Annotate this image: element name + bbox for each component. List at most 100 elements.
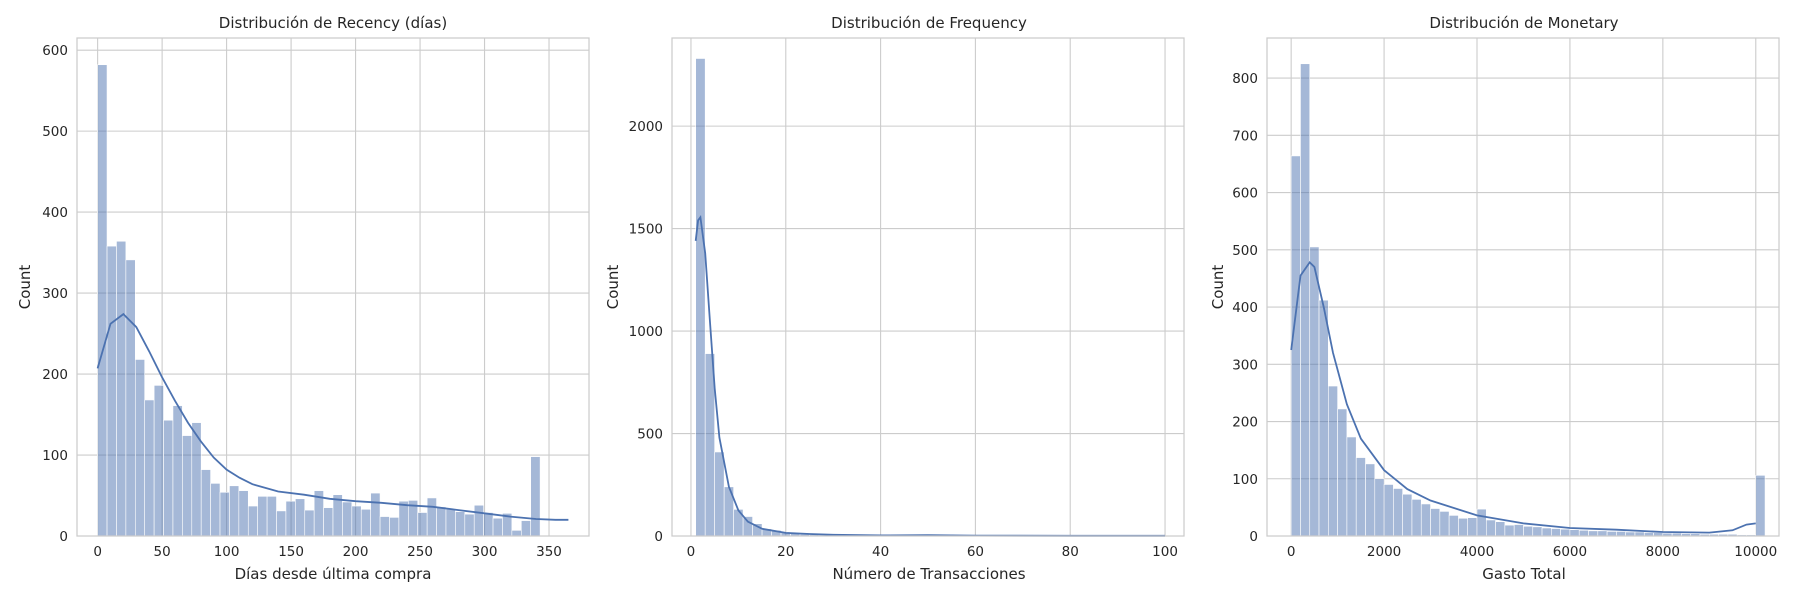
y-tick-label: 1000 [629,324,663,340]
histogram-bar [1551,528,1561,537]
x-tick-label: 50 [154,544,171,560]
y-tick-label: 1500 [629,222,663,238]
chart-title: Distribución de Monetary [1429,14,1618,32]
y-tick-label: 300 [42,286,68,302]
y-tick-label: 200 [1232,415,1258,431]
x-tick-label: 250 [407,544,433,560]
x-tick-label: 10000 [1734,544,1777,560]
histogram-bar [285,500,296,537]
histogram-bar [1476,508,1487,537]
histogram-bar [464,513,475,537]
histogram-bar [276,510,287,537]
histogram-bar [1504,524,1515,537]
x-tick-label: 300 [472,544,498,560]
y-tick-label: 500 [637,427,663,443]
histogram-bar [323,507,334,537]
histogram-bar [1420,503,1431,537]
histogram-bar [445,508,456,537]
histogram-bar [1467,517,1478,537]
histogram-bar [1560,528,1571,537]
x-tick-label: 100 [214,544,240,560]
frequency-histogram-panel: Distribución de Frequency Número de Tran… [604,14,1185,583]
histogram-bar [1448,515,1459,537]
histogram-bar [389,517,400,537]
y-tick-label: 100 [42,448,68,464]
histogram-bar [163,419,174,537]
y-tick-label: 0 [1249,529,1258,545]
histogram-bar [1318,299,1329,537]
histogram-bar [342,501,353,537]
histogram-bar [1458,517,1469,537]
histogram-bar [1411,499,1422,537]
histogram-bar [436,506,447,537]
histogram-bar [1597,530,1608,537]
histogram-bar [1309,246,1320,537]
y-tick-label: 200 [42,367,68,383]
histogram-bar [1588,530,1599,537]
histogram-bar [200,469,211,537]
histogram-bar [1300,63,1311,537]
x-tick-label: 20 [777,544,794,560]
y-axis-label: Count [604,265,622,310]
histogram-bar [1532,526,1543,537]
x-tick-label: 0 [1287,544,1296,560]
y-axis-label: Count [16,265,34,310]
chart-title: Distribución de Recency (días) [219,14,447,32]
histogram-bar [351,505,362,537]
histogram-bar [304,509,315,537]
kde-curve [96,312,569,521]
x-tick-label: 0 [687,544,696,560]
x-axis-label: Número de Transacciones [832,565,1025,583]
histogram-bar [360,508,371,537]
histogram-bar [1755,475,1766,537]
histogram-bar [379,516,390,537]
x-tick-label: 80 [1062,544,1079,560]
histogram-bar [426,497,437,537]
histogram-bar [1374,478,1385,537]
axes-frame [671,37,1185,537]
axes-frame [1266,37,1780,537]
recency-histogram-panel: Distribución de Recency (días) Días desd… [16,14,590,583]
histogram-bar [1541,527,1552,537]
histogram-bar [97,64,108,537]
histogram-bar [1383,484,1394,537]
y-tick-label: 400 [1232,300,1258,316]
x-tick-label: 350 [536,544,562,560]
x-axis-label: Gasto Total [1482,565,1566,583]
histogram-bar [1439,511,1450,537]
x-tick-label: 100 [1152,544,1178,560]
histogram-bar [417,512,428,537]
histogram-bar [1485,519,1496,537]
histogram-bar [1606,531,1617,537]
y-tick-label: 500 [42,124,68,140]
histogram-bar [695,58,706,537]
y-tick-label: 400 [42,205,68,221]
histogram-bar [247,505,258,537]
histogram-bar [1495,521,1506,537]
histogram-bar [257,496,268,537]
axes-frame [76,37,590,537]
histogram-bar [511,530,522,537]
y-tick-label: 800 [1232,71,1258,87]
histogram-bar [455,511,466,537]
histogram-bar [295,498,306,537]
histogram-bar [704,353,715,537]
x-tick-label: 60 [967,544,984,560]
y-tick-label: 100 [1232,472,1258,488]
histogram-bar [1365,463,1376,537]
histogram-bar [1337,408,1348,537]
x-tick-label: 200 [343,544,369,560]
y-tick-label: 700 [1232,128,1258,144]
histogram-bar [530,456,541,537]
y-tick-label: 2000 [629,119,663,135]
y-tick-label: 600 [1232,186,1258,202]
x-tick-label: 40 [872,544,889,560]
y-tick-label: 300 [1232,357,1258,373]
histogram-bar [1523,525,1534,537]
y-tick-label: 500 [1232,243,1258,259]
histogram-bar [398,500,409,537]
histogram-bar [1569,529,1580,537]
chart-title: Distribución de Frequency [831,14,1027,32]
histogram-bar [1616,531,1626,537]
